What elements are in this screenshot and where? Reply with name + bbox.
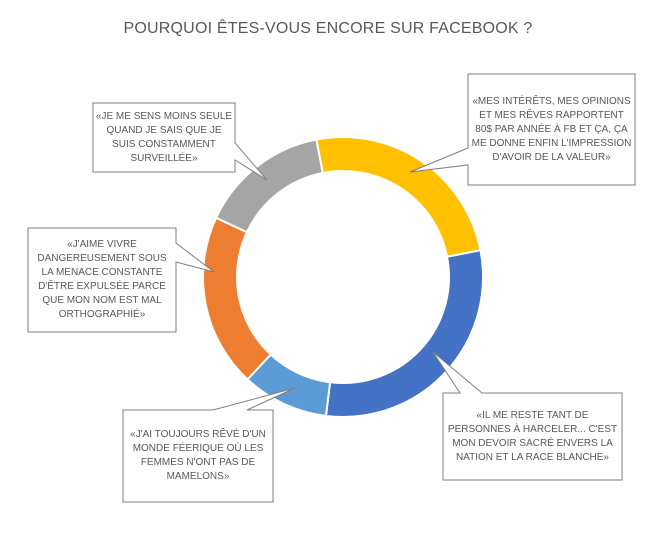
chart-title: POURQUOI ÊTES-VOUS ENCORE SUR FACEBOOK ? [123,20,533,37]
donut-slice-3 [202,216,273,381]
callout-box-0 [409,73,636,186]
callout-label-1: «IL ME RESTE TANT DE PERSONNES À HARCELE… [447,409,618,463]
callout-label-3: «J'AIME VIVRE DANGEREUSEMENT SOUS LA MEN… [37,239,167,320]
callout-label-4: «JE ME SENS MOINS SEULE QUAND JE SAIS QU… [95,110,233,164]
callout-label-2: «J'AI TOUJOURS RÊVÉ D'UN MONDE FÉERIQUE … [130,429,266,482]
donut-slice-4 [214,138,324,234]
callout-box-4 [92,102,268,181]
callout-box-2 [122,387,296,503]
callout-box-3 [27,227,215,333]
callout-label-0: «MES INTÉRÊTS, MES OPINIONS ET MES RÊVES… [471,95,632,163]
callout-box-1 [432,351,623,481]
